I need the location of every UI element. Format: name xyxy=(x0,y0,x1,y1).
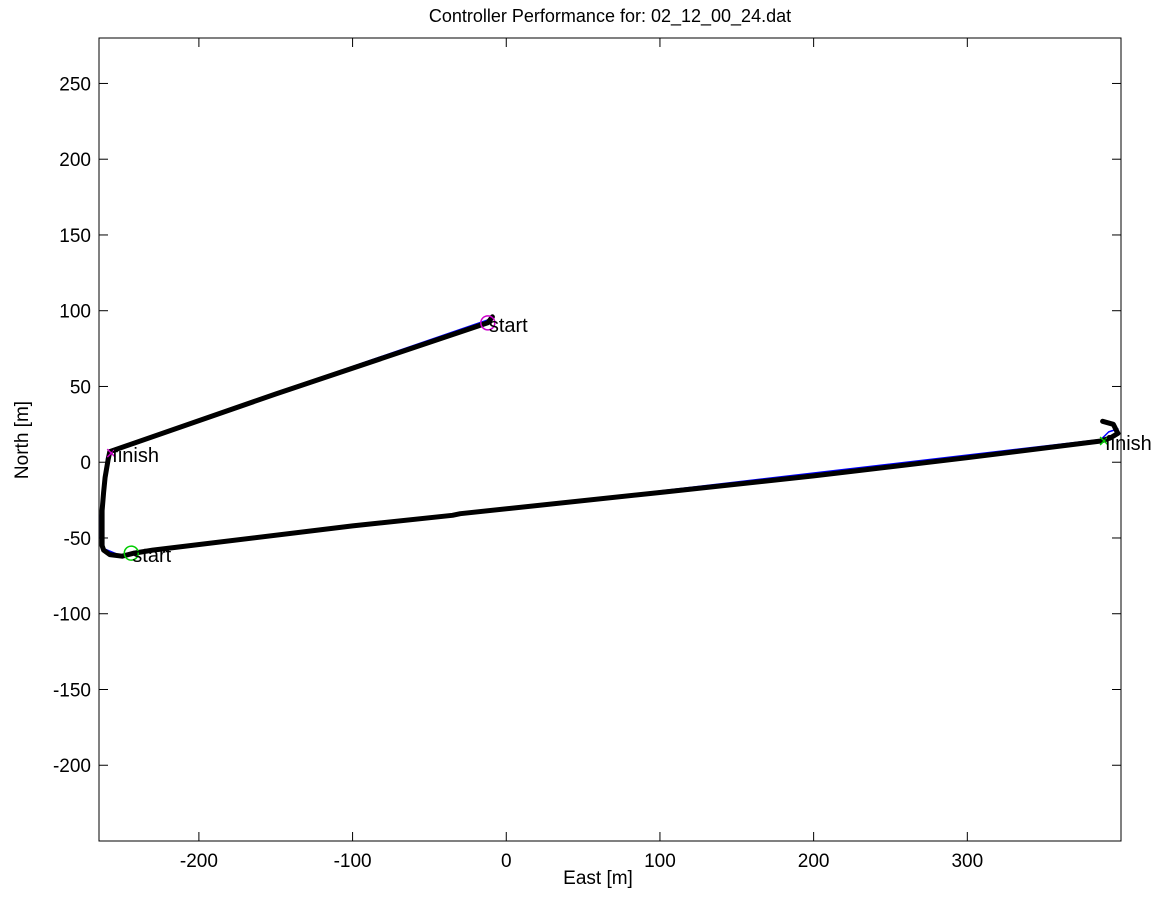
x-tick-label: 0 xyxy=(501,851,512,872)
plot-frame xyxy=(98,37,1122,842)
y-tick-label: 0 xyxy=(80,453,91,474)
y-tick-label: 200 xyxy=(59,150,91,171)
y-tick-label: 100 xyxy=(59,302,91,323)
x-tick-label: 200 xyxy=(798,851,830,872)
y-tick-label: -200 xyxy=(53,756,91,777)
y-tick-label: -100 xyxy=(53,605,91,626)
start-marker xyxy=(123,545,140,561)
x-tick-label: -100 xyxy=(334,851,372,872)
y-tick-label: -50 xyxy=(64,529,91,550)
y-tick-label: 250 xyxy=(59,74,91,95)
x-tick-label: 100 xyxy=(644,851,676,872)
reference-trajectory-line xyxy=(99,317,1119,557)
start-marker xyxy=(480,315,496,331)
start-annotation: start xyxy=(132,545,171,567)
y-tick-label: 50 xyxy=(70,377,91,398)
x-axis-label: East [m] xyxy=(563,868,633,889)
finish-marker xyxy=(106,448,116,458)
y-axis-label: North [m] xyxy=(12,401,33,479)
finish-marker xyxy=(1099,436,1109,446)
finish-annotation: finish xyxy=(112,445,159,467)
x-tick-label: 300 xyxy=(951,851,983,872)
finish-annotation: finish xyxy=(1105,433,1152,455)
actual-trajectory-line xyxy=(99,314,1121,559)
y-tick-label: -150 xyxy=(53,680,91,701)
x-tick-label: -200 xyxy=(180,851,218,872)
chart-title: Controller Performance for: 02_12_00_24.… xyxy=(429,6,791,27)
start-annotation: start xyxy=(489,315,528,337)
y-tick-label: 150 xyxy=(59,226,91,247)
